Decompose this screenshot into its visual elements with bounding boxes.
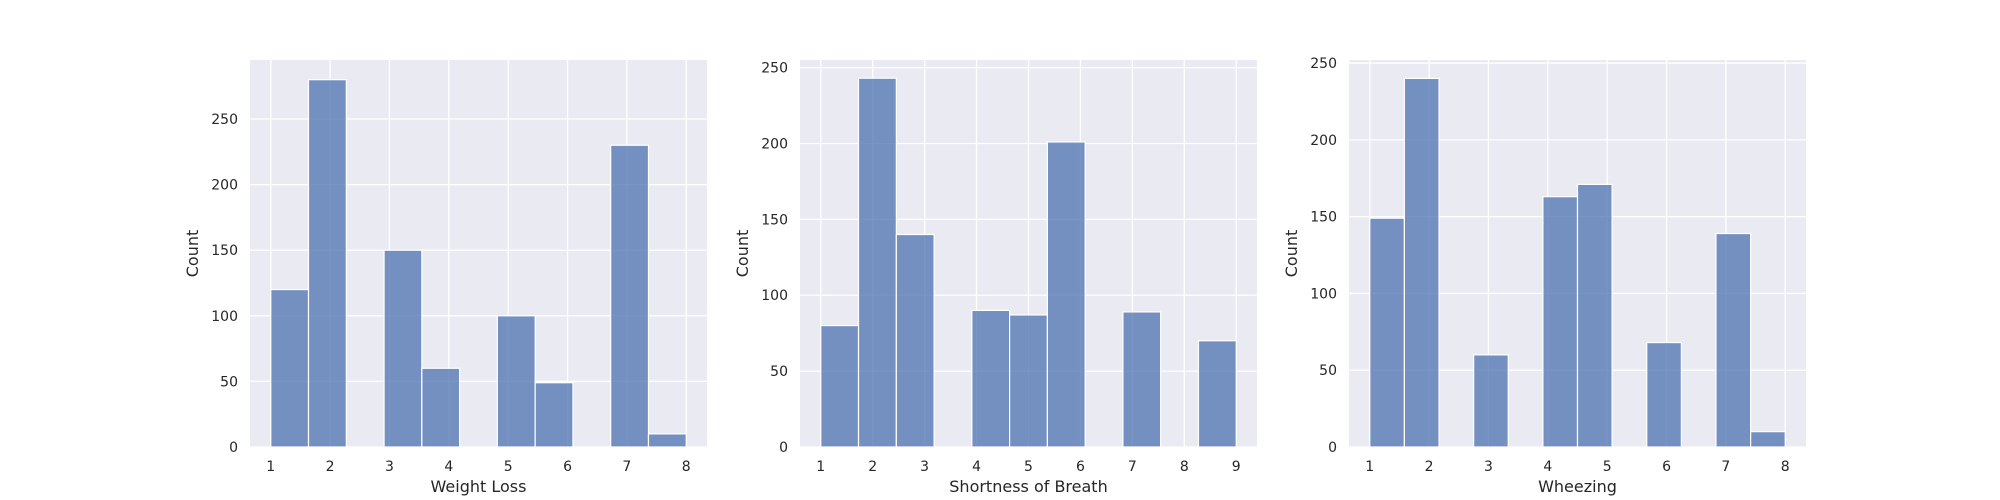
x-tick-label: 1 (266, 459, 275, 475)
y-tick-label: 50 (220, 374, 238, 390)
histogram-bar (647, 433, 687, 448)
x-tick-label: 7 (1721, 459, 1730, 475)
histogram-bar (857, 77, 897, 448)
y-tick-label: 150 (761, 212, 788, 228)
histogram-bar (1197, 340, 1237, 448)
y-tick-label: 100 (211, 309, 238, 325)
x-tick-label: 7 (1128, 459, 1137, 475)
x-tick-label: 4 (972, 459, 981, 475)
x-tick-label: 8 (682, 459, 691, 475)
histogram-bar (270, 288, 310, 448)
y-tick-label: 150 (1310, 210, 1337, 226)
y-tick-label: 0 (1328, 440, 1337, 456)
histogram-bar (971, 309, 1011, 448)
y-tick-label: 200 (1310, 133, 1337, 149)
x-tick-label: 4 (1543, 459, 1552, 475)
histogram-bar (1646, 341, 1682, 448)
histogram-bar (1750, 431, 1786, 448)
histogram-bar (307, 79, 347, 448)
y-tick-label: 50 (770, 364, 788, 380)
x-tick-label: 8 (1781, 459, 1790, 475)
histogram-panel-1: 1 2 3 4 5 6 7 8 0 50 100 150 200 250 Weight Loss Count (183, 60, 707, 496)
y-tick-label: 250 (761, 61, 788, 77)
x-tick-label: 8 (1180, 459, 1189, 475)
x-axis-label: Weight Loss (431, 477, 527, 496)
y-axis-label: Count (183, 230, 202, 278)
y-tick-label: 0 (229, 440, 238, 456)
x-tick-label: 6 (1662, 459, 1671, 475)
histogram-bar (534, 382, 574, 448)
y-tick-label: 250 (211, 112, 238, 128)
x-axis-label: Shortness of Breath (949, 477, 1107, 496)
y-tick-label: 200 (211, 178, 238, 194)
histogram-bar (895, 233, 935, 448)
histogram-bar (1473, 354, 1509, 448)
histogram-bar (383, 249, 423, 448)
histogram-panel-3: 1 2 3 4 5 6 7 8 0 50 100 150 200 250 Wheezing Count (1282, 56, 1806, 496)
histogram-bar (1542, 196, 1579, 448)
x-tick-label: 4 (444, 459, 453, 475)
x-tick-label: 5 (504, 459, 513, 475)
x-tick-label: 3 (385, 459, 394, 475)
x-tick-label: 6 (1076, 459, 1085, 475)
histogram-bar (1576, 183, 1613, 448)
x-tick-label: 1 (1365, 459, 1374, 475)
x-tick-label: 1 (816, 459, 825, 475)
y-tick-label: 100 (1310, 286, 1337, 302)
histogram-panel-2: 1 2 3 4 5 6 7 8 9 0 50 100 150 200 250 Shortness of Bre… (733, 60, 1257, 496)
x-tick-label: 2 (868, 459, 877, 475)
histogram-bar (1403, 77, 1440, 448)
y-axis-label: Count (1282, 230, 1301, 278)
histogram-bar (496, 315, 536, 448)
y-tick-label: 0 (779, 440, 788, 456)
y-tick-label: 250 (1310, 56, 1337, 72)
histogram-bar (1715, 232, 1752, 448)
y-tick-label: 100 (761, 288, 788, 304)
histogram-bar (1008, 314, 1049, 448)
x-tick-label: 5 (1603, 459, 1612, 475)
x-tick-label: 9 (1232, 459, 1241, 475)
x-tick-label: 2 (326, 459, 335, 475)
x-tick-label: 6 (563, 459, 572, 475)
histogram-bar (610, 144, 650, 448)
x-tick-label: 3 (1484, 459, 1493, 475)
y-tick-label: 200 (761, 136, 788, 152)
x-tick-label: 5 (1024, 459, 1033, 475)
y-tick-label: 150 (211, 243, 238, 259)
y-tick-label: 50 (1319, 363, 1337, 379)
histogram-bar (820, 324, 860, 448)
x-tick-label: 2 (1425, 459, 1434, 475)
y-axis-label: Count (733, 230, 752, 278)
histogram-bar (1369, 217, 1405, 448)
histogram-bar (421, 367, 461, 448)
x-axis-label: Wheezing (1538, 477, 1617, 496)
histogram-bar (1122, 311, 1162, 448)
x-tick-label: 7 (622, 459, 631, 475)
histogram-bar (1046, 141, 1086, 448)
x-tick-label: 3 (920, 459, 929, 475)
